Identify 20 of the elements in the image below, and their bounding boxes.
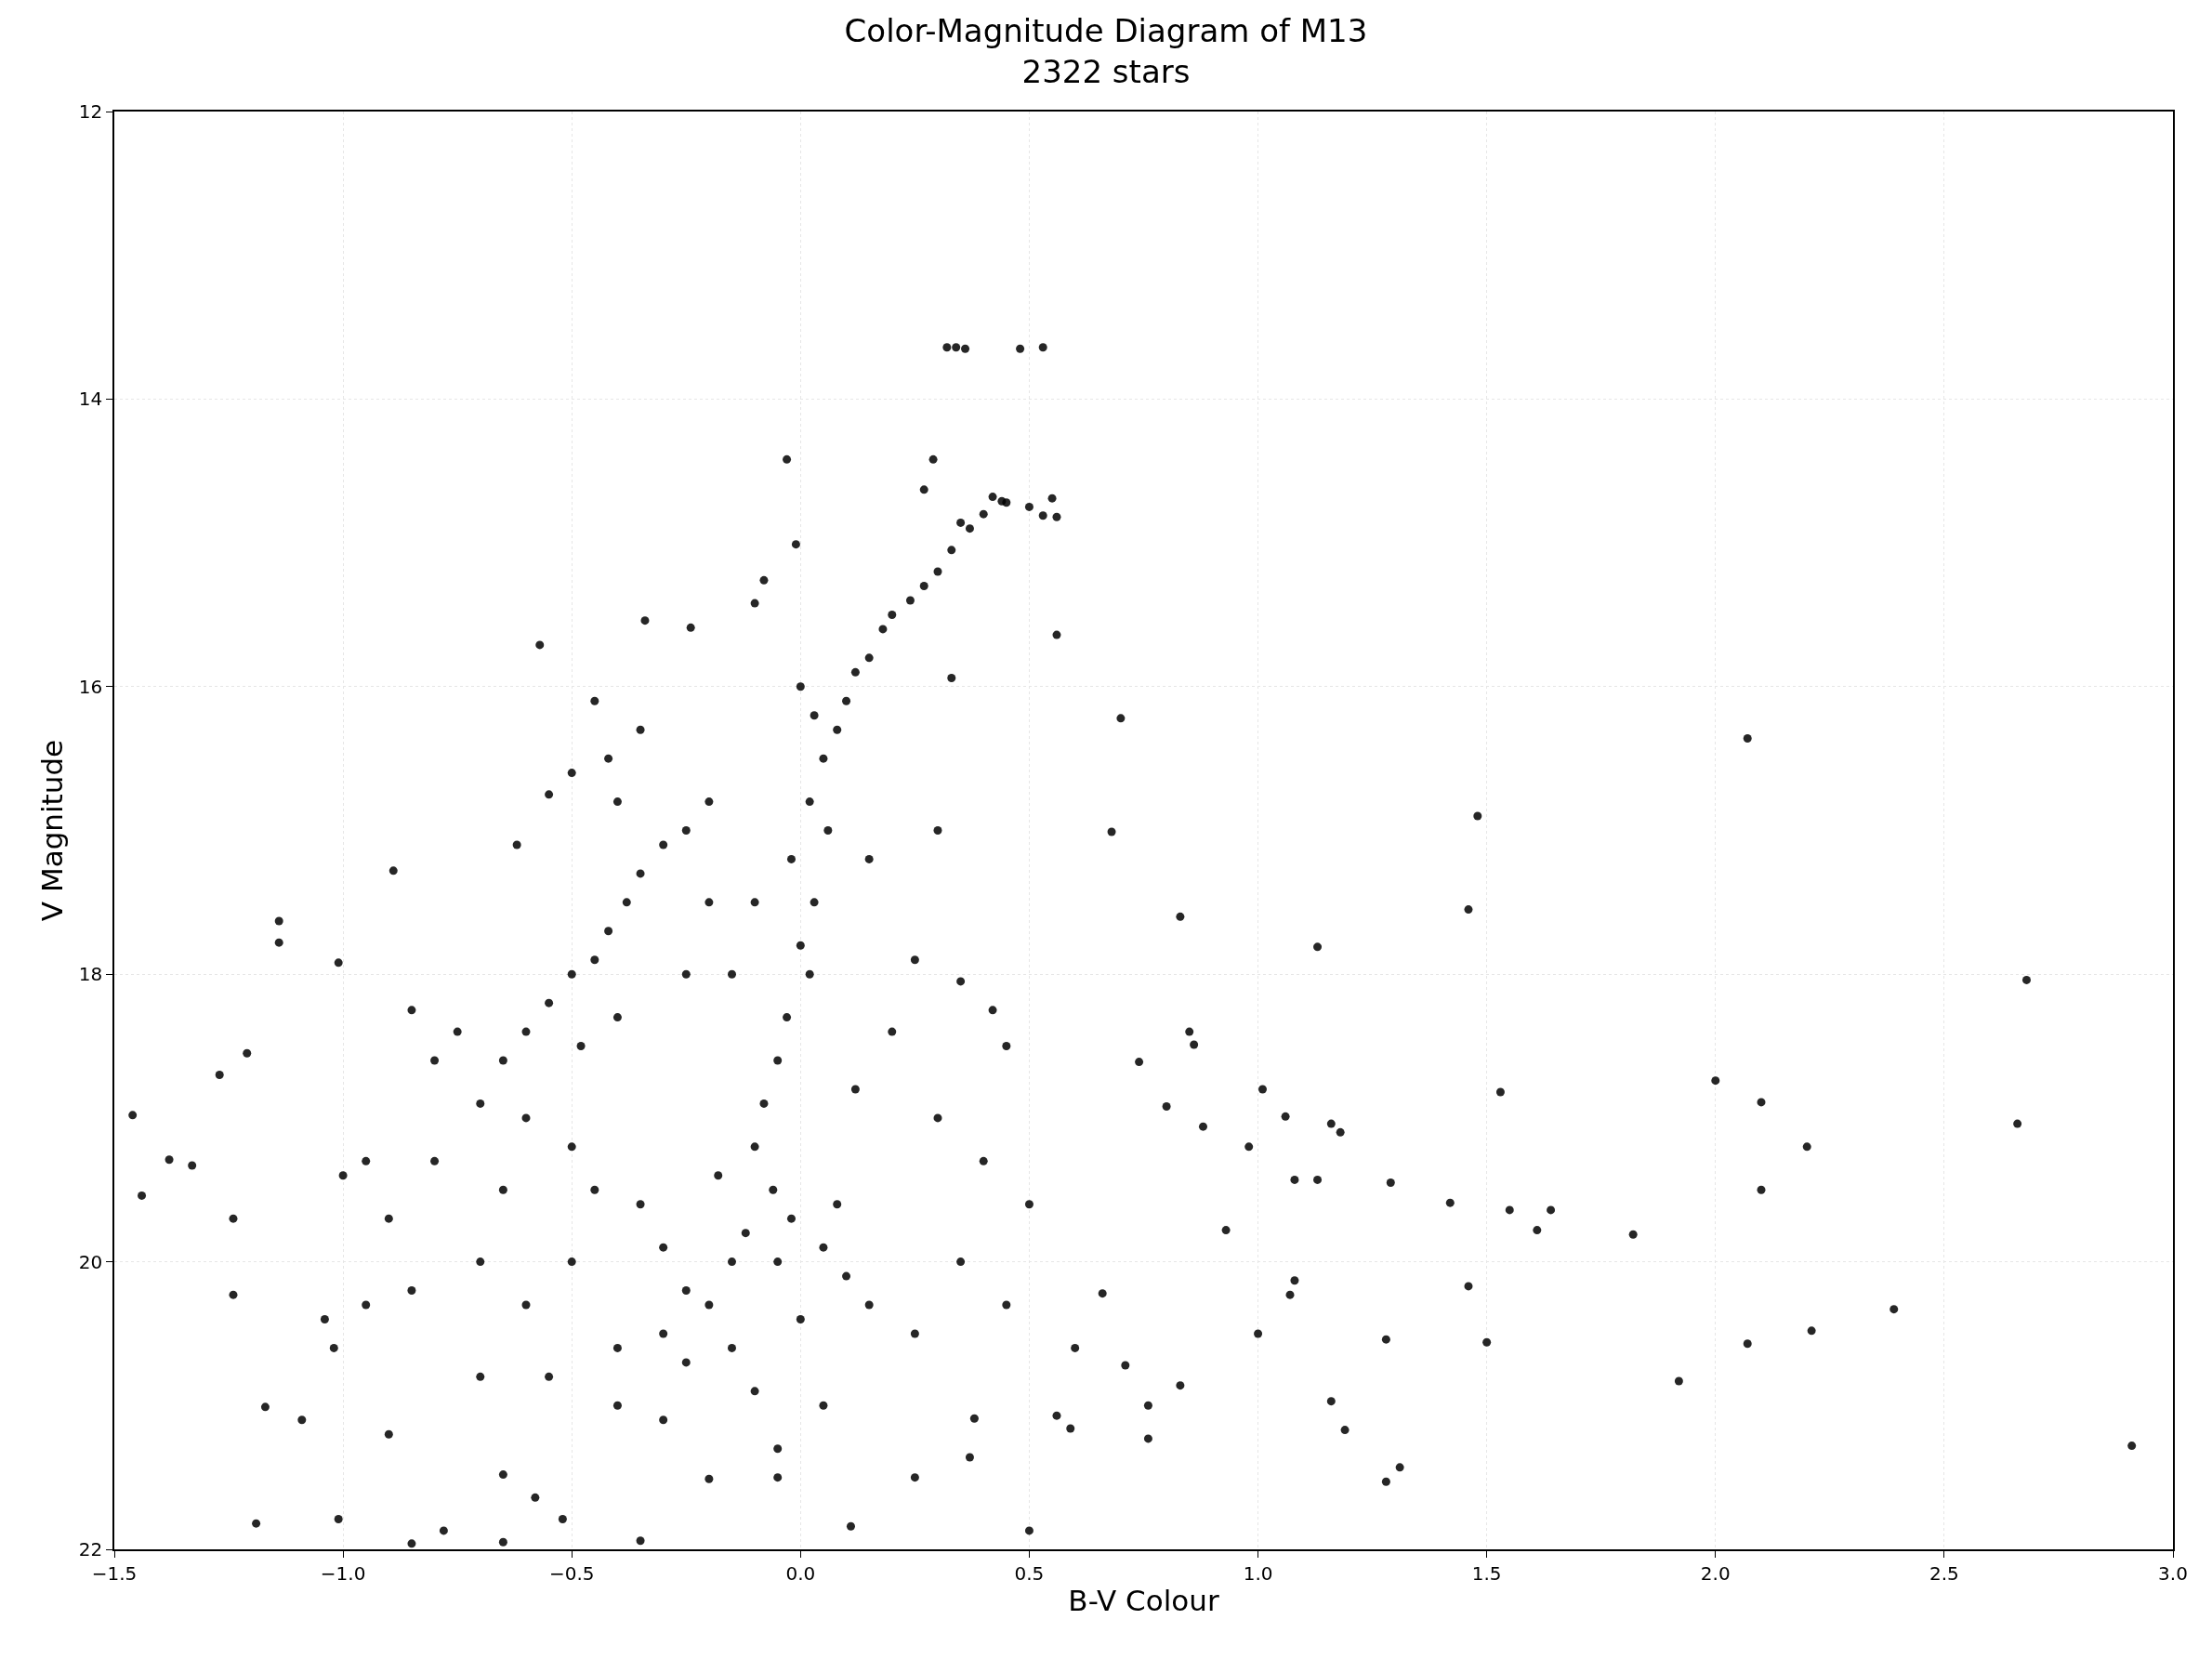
y-axis-title: V Magnitude	[34, 739, 69, 922]
y-tick-label: 12	[78, 100, 103, 123]
x-tick-label: 1.5	[1471, 1561, 1502, 1585]
x-tick-label: −0.5	[548, 1561, 595, 1585]
x-tick-label: −1.5	[91, 1561, 138, 1585]
x-tick-label: 2.5	[1929, 1561, 1959, 1585]
y-tick-label: 22	[78, 1538, 103, 1560]
y-tick-label: 20	[78, 1250, 103, 1273]
y-tick-label: 14	[78, 388, 103, 411]
x-tick-label: 1.0	[1243, 1561, 1273, 1585]
x-tick-label: 3.0	[2158, 1561, 2188, 1585]
chart-subtitle: 2322 stars	[1021, 52, 1191, 90]
x-axis-title: B-V Colour	[1068, 1584, 1219, 1618]
x-tick-label: 0.5	[1014, 1561, 1045, 1585]
x-tick-label: 0.0	[785, 1561, 816, 1585]
chart-title: Color-Magnitude Diagram of M13	[844, 11, 1368, 49]
x-tick-label: −1.0	[320, 1561, 366, 1585]
y-tick-label: 16	[78, 675, 103, 698]
x-tick-label: 2.0	[1700, 1561, 1731, 1585]
y-tick-label: 18	[78, 963, 103, 986]
